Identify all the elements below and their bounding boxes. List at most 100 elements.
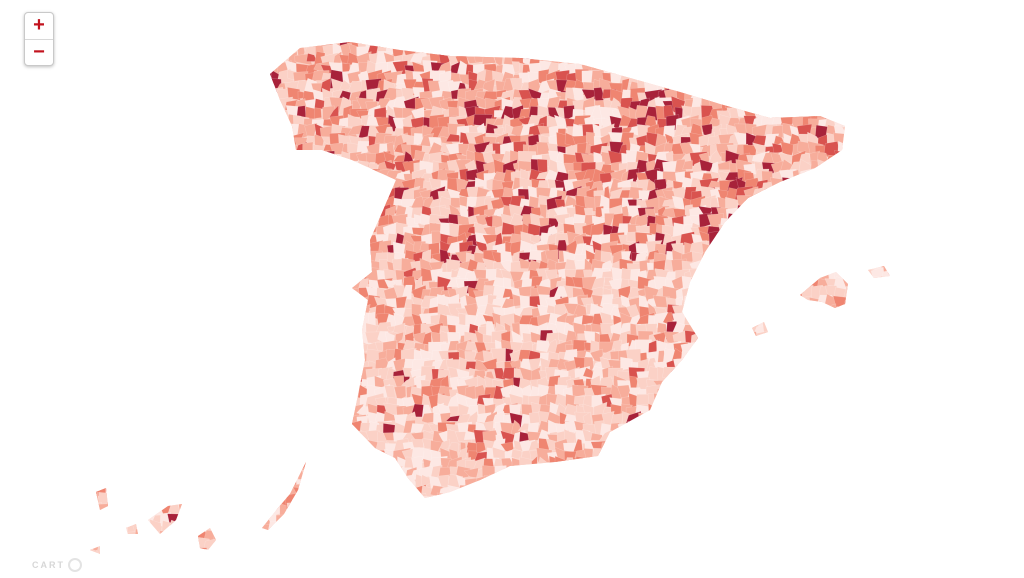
municipality-cell[interactable] [870, 492, 886, 508]
municipality-cell[interactable] [647, 424, 661, 435]
municipality-cell[interactable] [221, 494, 238, 508]
municipality-cell[interactable] [526, 503, 542, 518]
municipality-cell[interactable] [825, 170, 839, 187]
municipality-cell[interactable] [357, 439, 371, 459]
municipality-cell[interactable] [242, 144, 254, 158]
municipality-cell[interactable] [347, 448, 363, 464]
municipality-cell[interactable] [887, 455, 902, 469]
municipality-cell[interactable] [149, 249, 169, 267]
municipality-cell[interactable] [869, 367, 879, 384]
municipality-cell[interactable] [170, 34, 184, 53]
municipality-cell[interactable] [483, 475, 499, 492]
municipality-cell[interactable] [212, 510, 231, 528]
municipality-cell[interactable] [167, 43, 180, 63]
municipality-cell[interactable] [680, 53, 699, 67]
municipality-cell[interactable] [107, 402, 117, 420]
municipality-cell[interactable] [161, 160, 175, 176]
municipality-cell[interactable] [114, 269, 129, 282]
municipality-cell[interactable] [737, 331, 750, 348]
municipality-cell[interactable] [312, 395, 328, 412]
municipality-cell[interactable] [896, 100, 913, 111]
municipality-cell[interactable] [232, 483, 249, 501]
municipality-cell[interactable] [708, 230, 723, 249]
municipality-cell[interactable] [698, 492, 716, 508]
municipality-cell[interactable] [229, 240, 249, 259]
municipality-cell[interactable] [349, 197, 362, 208]
municipality-cell[interactable] [296, 250, 306, 266]
municipality-cell[interactable] [545, 476, 566, 490]
municipality-cell[interactable] [491, 494, 507, 507]
municipality-cell[interactable] [671, 74, 690, 87]
municipality-cell[interactable] [253, 204, 266, 224]
municipality-cell[interactable] [150, 69, 163, 89]
municipality-cell[interactable] [333, 207, 346, 219]
municipality-cell[interactable] [510, 485, 525, 502]
municipality-cell[interactable] [863, 88, 877, 104]
municipality-cell[interactable] [824, 404, 839, 417]
municipality-cell[interactable] [196, 370, 212, 387]
municipality-cell[interactable] [701, 350, 719, 364]
municipality-cell[interactable] [653, 46, 670, 55]
municipality-cell[interactable] [664, 430, 677, 447]
municipality-cell[interactable] [762, 269, 780, 280]
municipality-cell[interactable] [143, 447, 156, 463]
municipality-cell[interactable] [123, 170, 141, 185]
municipality-cell[interactable] [797, 79, 818, 95]
municipality-cell[interactable] [861, 295, 874, 307]
municipality-cell[interactable] [662, 511, 681, 528]
municipality-cell[interactable] [160, 440, 176, 452]
municipality-cell[interactable] [140, 242, 158, 257]
municipality-cell[interactable] [81, 503, 92, 522]
municipality-cell[interactable] [169, 465, 182, 477]
municipality-cell[interactable] [149, 188, 162, 198]
municipality-cell[interactable] [862, 343, 877, 357]
municipality-cell[interactable] [627, 483, 640, 498]
municipality-cell[interactable] [716, 477, 737, 491]
municipality-cell[interactable] [277, 385, 291, 405]
municipality-cell[interactable] [323, 447, 341, 460]
municipality-cell[interactable] [554, 494, 570, 510]
municipality-cell[interactable] [842, 413, 858, 430]
municipality-cell[interactable] [285, 411, 301, 424]
municipality-cell[interactable] [150, 90, 164, 103]
municipality-cell[interactable] [738, 213, 752, 231]
municipality-cell[interactable] [267, 321, 284, 337]
municipality-cell[interactable] [653, 456, 671, 474]
municipality-cell[interactable] [186, 223, 204, 238]
municipality-cell[interactable] [608, 42, 625, 55]
municipality-cell[interactable] [383, 36, 396, 50]
municipality-cell[interactable] [832, 295, 852, 311]
municipality-cell[interactable] [179, 60, 192, 77]
municipality-cell[interactable] [176, 248, 196, 263]
municipality-cell[interactable] [230, 160, 248, 171]
municipality-cell[interactable] [627, 36, 642, 48]
municipality-cell[interactable] [303, 483, 319, 503]
municipality-cell[interactable] [311, 378, 324, 392]
municipality-cell[interactable] [149, 448, 167, 462]
municipality-cell[interactable] [106, 503, 125, 518]
municipality-cell[interactable] [357, 160, 369, 177]
municipality-cell[interactable] [140, 385, 156, 404]
municipality-cell[interactable] [250, 215, 265, 228]
municipality-cell[interactable] [601, 459, 618, 477]
municipality-cell[interactable] [114, 342, 132, 355]
municipality-cell[interactable] [765, 440, 779, 455]
municipality-cell[interactable] [846, 500, 857, 519]
municipality-cell[interactable] [250, 135, 267, 150]
municipality-cell[interactable] [212, 266, 229, 284]
municipality-cell[interactable] [222, 224, 240, 236]
municipality-cell[interactable] [384, 494, 399, 508]
municipality-cell[interactable] [311, 249, 327, 269]
municipality-cell[interactable] [305, 285, 322, 298]
municipality-cell[interactable] [846, 492, 860, 505]
municipality-cell[interactable] [770, 384, 785, 404]
municipality-cell[interactable] [809, 414, 822, 426]
municipality-cell[interactable] [168, 474, 185, 491]
municipality-cell[interactable] [392, 510, 410, 529]
municipality-cell[interactable] [853, 446, 865, 464]
municipality-cell[interactable] [564, 45, 581, 58]
municipality-cell[interactable] [791, 420, 802, 438]
municipality-cell[interactable] [734, 474, 750, 493]
municipality-cell[interactable] [629, 447, 643, 465]
